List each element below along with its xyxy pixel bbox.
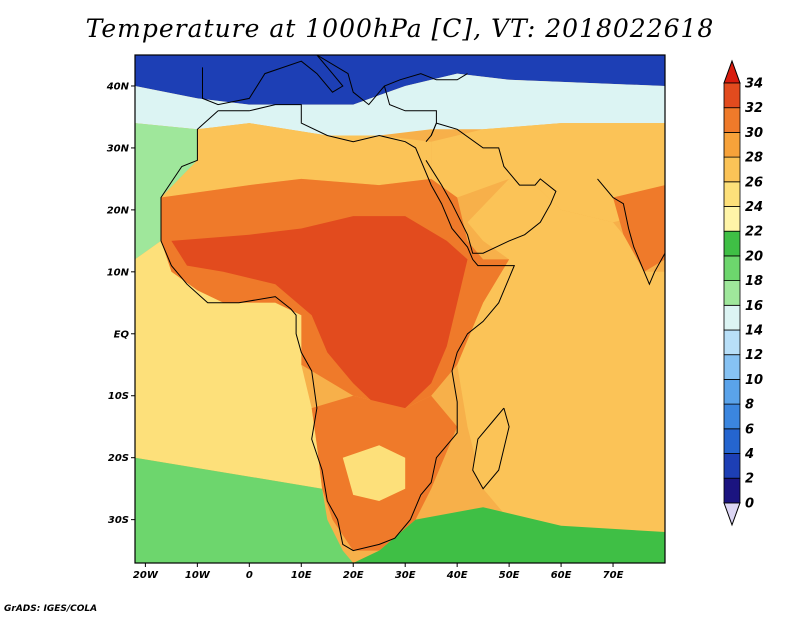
colorbar-level-label: 20 bbox=[745, 249, 763, 264]
colorbar-under-arrow bbox=[723, 502, 741, 527]
lon-tick-label: 40E bbox=[446, 570, 468, 581]
temp-region-arabian-sea bbox=[457, 178, 665, 563]
outline-europe-coast bbox=[202, 55, 468, 106]
temp-region-south-atlantic-cool bbox=[135, 457, 354, 563]
temp-region-india bbox=[613, 185, 665, 272]
longitude-axis: 20W 10W 0 10E 20E 30E 40E 50E 60E 70E bbox=[133, 563, 624, 581]
colorbar-level-label: 6 bbox=[745, 422, 754, 437]
lat-tick-label: 40N bbox=[106, 81, 130, 92]
lon-tick-label: 70E bbox=[603, 570, 624, 581]
colorbar-segment bbox=[723, 329, 741, 356]
temperature-fields bbox=[135, 55, 665, 563]
colorbar-segment bbox=[723, 378, 741, 405]
lon-tick-label: 50E bbox=[499, 570, 520, 581]
temp-region-southern-ocean bbox=[353, 507, 665, 563]
lat-tick-label: 20S bbox=[108, 453, 129, 464]
lat-tick-label: EQ bbox=[114, 329, 130, 340]
lat-tick-label: 30N bbox=[107, 143, 130, 154]
lon-tick-label: 10E bbox=[291, 570, 312, 581]
lon-tick-label: 0 bbox=[246, 570, 253, 581]
colorbar-segment bbox=[723, 82, 741, 109]
lon-tick-label: 10W bbox=[185, 570, 211, 581]
colorbar-segment bbox=[723, 304, 741, 331]
colorbar-level-label: 14 bbox=[745, 324, 763, 339]
colorbar-segment bbox=[723, 156, 741, 183]
colorbar-level-label: 8 bbox=[745, 398, 754, 413]
temp-region-mediterranean bbox=[135, 73, 665, 136]
lat-tick-label: 30S bbox=[108, 515, 129, 526]
colorbar-level-label: 0 bbox=[745, 496, 754, 511]
temp-region-sahara-north bbox=[161, 123, 432, 198]
lon-tick-label: 60E bbox=[551, 570, 572, 581]
colorbar-level-label: 4 bbox=[744, 447, 754, 462]
temp-region-central-africa bbox=[171, 216, 468, 409]
colorbar-segment bbox=[723, 107, 741, 133]
colorbar-level-label: 10 bbox=[745, 373, 763, 388]
colorbar-over-arrow bbox=[723, 59, 741, 84]
map-frame bbox=[134, 54, 666, 564]
colorbar-level-label: 28 bbox=[745, 151, 763, 166]
colorbar-segment bbox=[723, 428, 741, 454]
colorbar-level-label: 18 bbox=[745, 274, 763, 289]
colorbar-level-label: 22 bbox=[745, 225, 763, 240]
colorbar-segment bbox=[723, 131, 741, 158]
colorbar-level-label: 32 bbox=[745, 101, 763, 116]
credit-label: GrADS: IGES/COLA bbox=[4, 604, 98, 614]
colorbar-level-label: 30 bbox=[745, 126, 763, 141]
lat-tick-label: 10N bbox=[107, 267, 130, 278]
lon-tick-label: 20E bbox=[343, 570, 364, 581]
colorbar-level-label: 24 bbox=[745, 200, 763, 215]
colorbar-segment bbox=[723, 477, 741, 504]
colorbar-segment bbox=[723, 206, 741, 232]
colorbar-segment bbox=[723, 230, 741, 257]
temp-region-north-atlantic bbox=[135, 123, 198, 260]
colorbar-level-label: 12 bbox=[745, 348, 763, 363]
outline-india-coast bbox=[597, 178, 665, 286]
lon-tick-label: 30E bbox=[395, 570, 416, 581]
colorbar-segment bbox=[723, 181, 741, 207]
lat-tick-label: 20N bbox=[107, 205, 130, 216]
temp-region-madagascar bbox=[472, 408, 510, 489]
colorbar-segment bbox=[723, 354, 741, 380]
colorbar-level-label: 26 bbox=[745, 175, 763, 190]
outline-madagascar-coast bbox=[472, 407, 510, 490]
latitude-axis: 40N 30N 20N 10N EQ 10S 20S 30S bbox=[106, 81, 135, 526]
temp-region-south-atlantic bbox=[135, 240, 323, 489]
outline-anatolia-levant bbox=[383, 85, 437, 143]
temp-region-kalahari bbox=[342, 445, 406, 501]
lon-tick-label: 20W bbox=[133, 570, 159, 581]
colorbar-segment bbox=[723, 280, 741, 306]
colorbar-segment bbox=[723, 403, 741, 430]
colorbar-segment bbox=[723, 453, 741, 479]
outline-arabia-coast bbox=[425, 122, 557, 254]
colorbar-level-label: 2 bbox=[745, 472, 754, 487]
colorbar-level-label: 16 bbox=[745, 299, 763, 314]
colorbar-level-label: 34 bbox=[745, 77, 763, 92]
outline-africa-coast bbox=[160, 104, 516, 552]
colorbar-segment bbox=[723, 255, 741, 281]
map-title: Temperature at 1000hPa [C], VT: 20180226… bbox=[85, 14, 715, 43]
coastlines bbox=[160, 55, 665, 552]
lat-tick-label: 10S bbox=[108, 391, 129, 402]
